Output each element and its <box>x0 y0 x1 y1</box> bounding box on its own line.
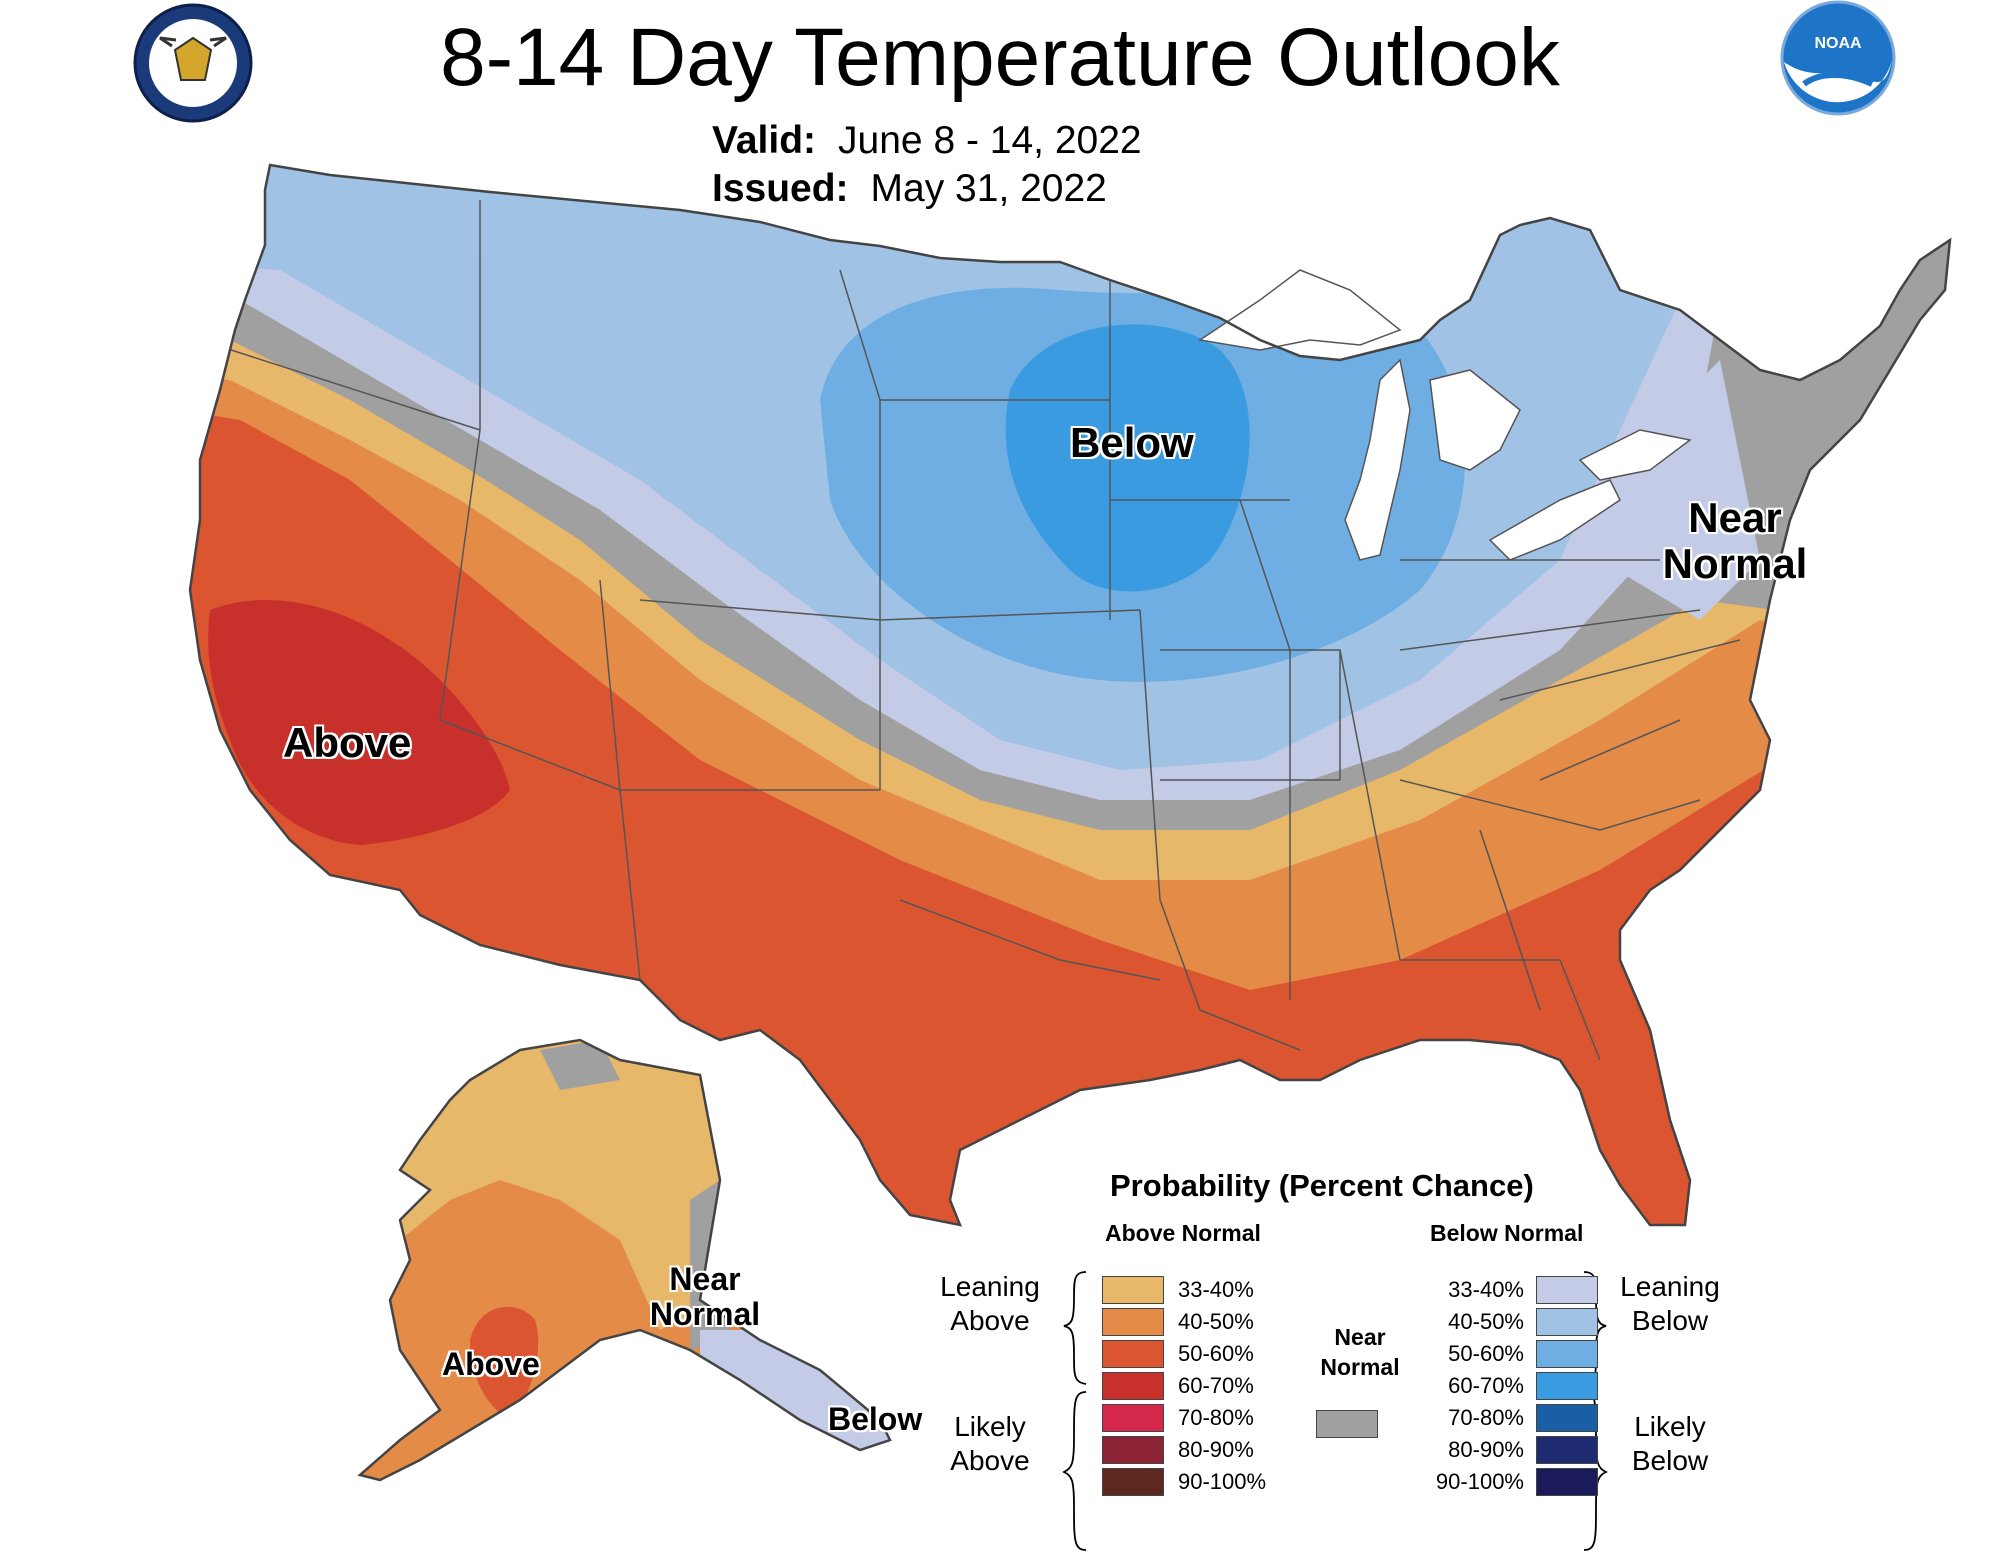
ak-below <box>700 1330 890 1460</box>
legend-below-label: 50-60% <box>1448 1341 1524 1366</box>
band-ne-below <box>1600 360 1760 620</box>
valid-label: Valid: <box>712 119 817 162</box>
label-conus-near-normal: Near Normal <box>1662 494 1808 588</box>
conus-outline <box>188 163 1952 1227</box>
legend-below-swatch <box>1536 1308 1598 1336</box>
noaa-logo-icon <box>1780 0 1896 116</box>
legend-above-label: 60-70% <box>1178 1373 1254 1398</box>
legend-below-swatch <box>1536 1276 1598 1304</box>
band-below-60-70 <box>1005 324 1250 592</box>
great-lakes <box>1198 269 1692 561</box>
legend-above-row: 70-80% <box>920 1404 2000 1432</box>
page-title: 8-14 Day Temperature Outlook <box>440 12 1560 103</box>
legend-below-head: Below Normal <box>1430 1220 1584 1246</box>
legend-above-swatch <box>1102 1276 1164 1304</box>
legend-above-swatch <box>1102 1340 1164 1368</box>
legend-below-label: 70-80% <box>1448 1405 1524 1430</box>
band-above-60-70 <box>208 600 510 845</box>
legend-above-row: 40-50% <box>920 1308 2000 1336</box>
legend-below-label: 33-40% <box>1448 1277 1524 1302</box>
legend-above-label: 50-60% <box>1178 1341 1254 1366</box>
label-alaska-below: Below <box>828 1401 923 1437</box>
valid-row: Valid: June 8 - 14, 2022 <box>712 118 1142 164</box>
state-lines <box>199 200 1741 1061</box>
label-conus-above: Above <box>283 719 412 766</box>
legend-below-row: 60-70% <box>920 1372 2000 1400</box>
issued-value: May 31, 2022 <box>870 167 1107 210</box>
legend-below-row: 33-40% <box>920 1276 2000 1304</box>
legend-below-swatch <box>1536 1340 1598 1368</box>
legend-below-row: 40-50% <box>920 1308 2000 1336</box>
alaska-outline <box>357 1038 892 1482</box>
legend-leaning-above: Leaning Above <box>940 1271 1040 1336</box>
legend-below-swatch <box>1536 1436 1598 1464</box>
legend-below-swatch <box>1536 1468 1598 1496</box>
valid-value: June 8 - 14, 2022 <box>838 119 1142 162</box>
legend-above-swatch <box>1102 1404 1164 1432</box>
ak-north-near-normal <box>540 1040 620 1090</box>
legend-above-row: 90-100% <box>920 1468 2000 1496</box>
ak-above-50-60 <box>470 1306 539 1420</box>
legend-leaning-below: Leaning Below <box>1620 1271 1720 1336</box>
legend-above-row: 60-70% <box>920 1372 2000 1400</box>
legend-below-row: 80-90% <box>920 1436 2000 1464</box>
legend-below-row: 70-80% <box>920 1404 2000 1432</box>
label-conus-below: Below <box>1070 419 1194 466</box>
label-alaska-near-normal: Near Normal <box>649 1261 761 1333</box>
legend-above-label: 33-40% <box>1178 1277 1254 1302</box>
legend-title: Probability (Percent Chance) <box>1110 1168 1534 1203</box>
legend-above-label: 40-50% <box>1178 1309 1254 1334</box>
noaa-logo-text: NOAA <box>1814 35 1862 52</box>
legend-below-label: 60-70% <box>1448 1373 1524 1398</box>
legend-above-row: 33-40% <box>920 1276 2000 1304</box>
issued-row: Issued: May 31, 2022 <box>712 166 1107 212</box>
legend-near-normal-label: Near Normal <box>1320 1324 1400 1380</box>
legend-near-normal-swatch <box>1316 1410 1378 1438</box>
legend-likely-above: Likely Above <box>950 1411 1030 1476</box>
legend: Probability (Percent Chance) Above Norma… <box>920 1162 2000 1551</box>
legend-below-label: 40-50% <box>1448 1309 1524 1334</box>
label-alaska-above: Above <box>442 1346 540 1382</box>
legend-above-label: 80-90% <box>1178 1437 1254 1462</box>
legend-above-row: 50-60% <box>920 1340 2000 1368</box>
legend-above-label: 90-100% <box>1178 1469 1267 1494</box>
legend-below-row: 50-60% <box>920 1340 2000 1368</box>
legend-above-label: 70-80% <box>1178 1405 1254 1430</box>
seal-icon <box>133 3 253 123</box>
legend-brace-icon <box>1061 1271 1087 1551</box>
legend-below-label: 90-100% <box>1435 1469 1524 1494</box>
legend-above-head: Above Normal <box>1105 1220 1261 1246</box>
legend-above-row: 80-90% <box>920 1436 2000 1464</box>
legend-above-swatch <box>1102 1308 1164 1336</box>
legend-below-swatch <box>1536 1372 1598 1400</box>
legend-above-swatch <box>1102 1372 1164 1400</box>
legend-above-swatch <box>1102 1436 1164 1464</box>
legend-below-swatch <box>1536 1404 1598 1432</box>
legend-likely-below: Likely Below <box>1631 1411 1709 1476</box>
legend-above-swatch <box>1102 1468 1164 1496</box>
legend-below-row: 90-100% <box>920 1468 2000 1496</box>
issued-label: Issued: <box>712 167 849 210</box>
legend-below-label: 80-90% <box>1448 1437 1524 1462</box>
